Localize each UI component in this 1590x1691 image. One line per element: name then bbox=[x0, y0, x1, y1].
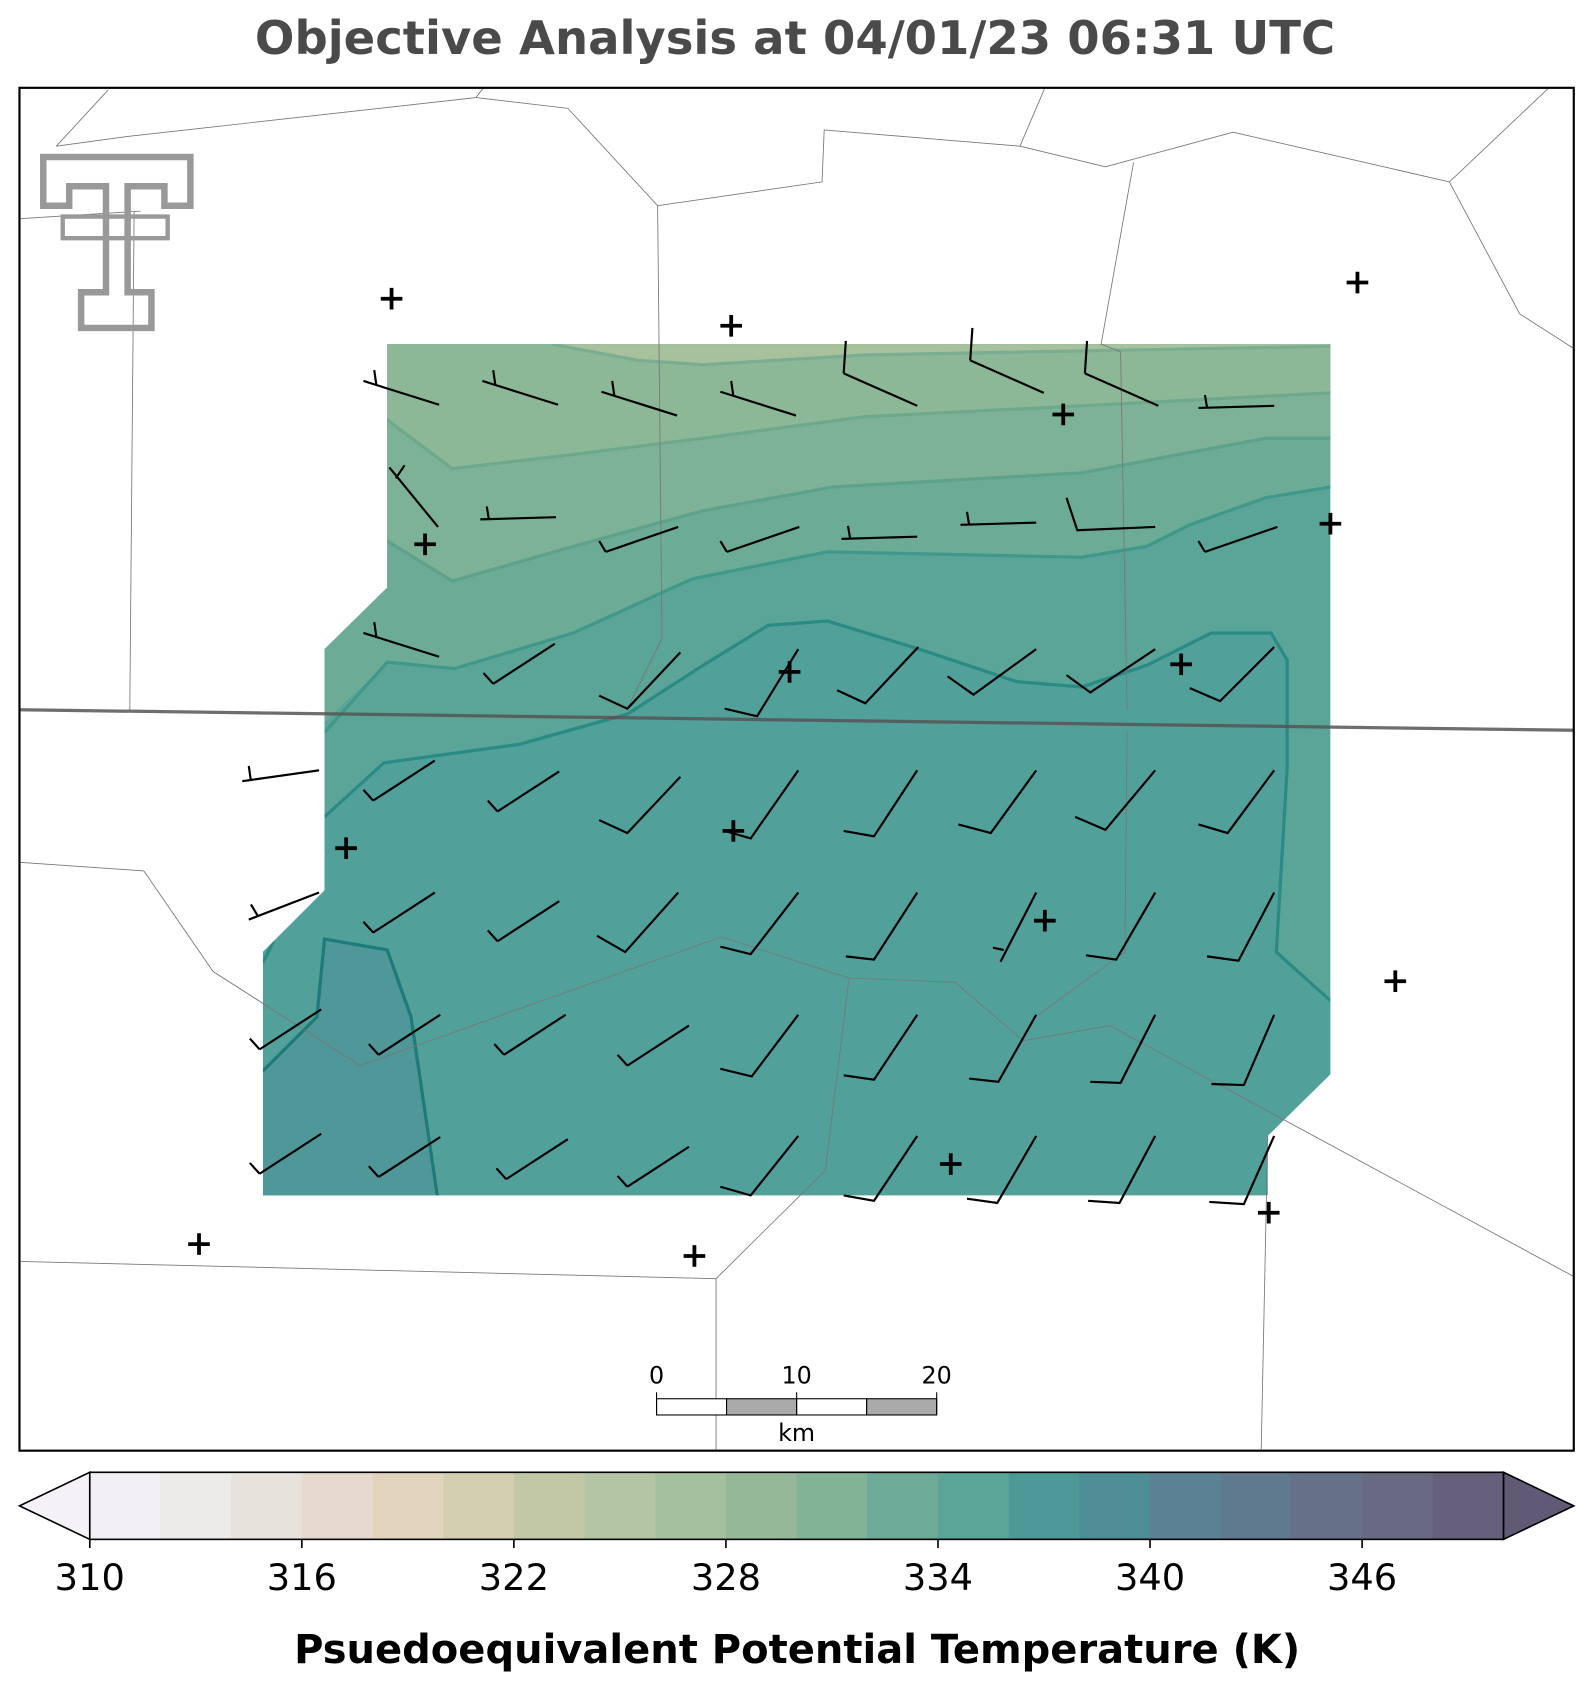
map: 0 10 20 km bbox=[18, 86, 1575, 1452]
map-border bbox=[18, 86, 1575, 1452]
colorbar-tick-label: 316 bbox=[267, 1556, 337, 1599]
colorbar-bin bbox=[1079, 1472, 1151, 1540]
colorbar-bin bbox=[443, 1472, 515, 1540]
colorbar-over bbox=[1502, 1471, 1576, 1541]
colorbar-under bbox=[17, 1471, 91, 1541]
colorbar-tick-label: 340 bbox=[1115, 1556, 1185, 1599]
scale-tick-label: 20 bbox=[922, 1362, 952, 1390]
scale-segment bbox=[796, 1398, 868, 1416]
colorbar-bin bbox=[513, 1472, 586, 1540]
scale-unit: km bbox=[778, 1419, 815, 1447]
colorbar-bin bbox=[372, 1472, 444, 1540]
colorbar-bin bbox=[725, 1472, 798, 1540]
colorbar-tick-label: 346 bbox=[1327, 1556, 1397, 1599]
colorbar-bin bbox=[89, 1472, 162, 1540]
colorbar-bin bbox=[655, 1472, 727, 1540]
logo bbox=[40, 153, 194, 332]
colorbar: 310 316 322 328 334 340 346 bbox=[17, 1471, 1576, 1599]
colorbar-bin bbox=[1362, 1472, 1434, 1540]
scale-segment bbox=[866, 1398, 938, 1416]
state-line bbox=[19, 708, 1574, 732]
scale-tick-label: 10 bbox=[781, 1362, 811, 1390]
scale-bar: 0 10 20 km bbox=[649, 1362, 952, 1447]
colorbar-tick-label: 322 bbox=[479, 1556, 549, 1599]
title: Objective Analysis at 04/01/23 06:31 UTC bbox=[255, 11, 1335, 65]
colorbar-bin bbox=[1220, 1472, 1292, 1540]
colorbar-bin bbox=[796, 1472, 868, 1540]
scale-segment bbox=[726, 1398, 798, 1416]
colorbar-bin bbox=[1291, 1472, 1363, 1540]
colorbar-tick-label: 334 bbox=[903, 1556, 973, 1599]
colorbar-bin bbox=[301, 1472, 374, 1540]
colorbar-outline bbox=[88, 1471, 1505, 1541]
colorbar-bin bbox=[1432, 1472, 1505, 1540]
scale-segment bbox=[656, 1398, 728, 1416]
colorbar-bin bbox=[1150, 1472, 1222, 1540]
colorbar-bin bbox=[867, 1472, 939, 1540]
boundaries bbox=[19, 87, 1575, 1451]
colorbar-label: Psuedoequivalent Potential Temperature (… bbox=[294, 1627, 1300, 1673]
colorbar-tick-label: 310 bbox=[55, 1556, 125, 1599]
colorbar-bin bbox=[231, 1472, 303, 1540]
scale-tick-label: 0 bbox=[649, 1362, 664, 1390]
colorbar-bin bbox=[1008, 1472, 1080, 1540]
wind-barbs bbox=[242, 326, 1279, 1206]
colorbar-bin bbox=[584, 1472, 656, 1540]
colorbar-tick-label: 328 bbox=[691, 1556, 761, 1599]
analysis-field bbox=[262, 344, 1331, 1196]
colorbar-bin bbox=[937, 1472, 1010, 1540]
colorbar-bin bbox=[160, 1472, 232, 1540]
